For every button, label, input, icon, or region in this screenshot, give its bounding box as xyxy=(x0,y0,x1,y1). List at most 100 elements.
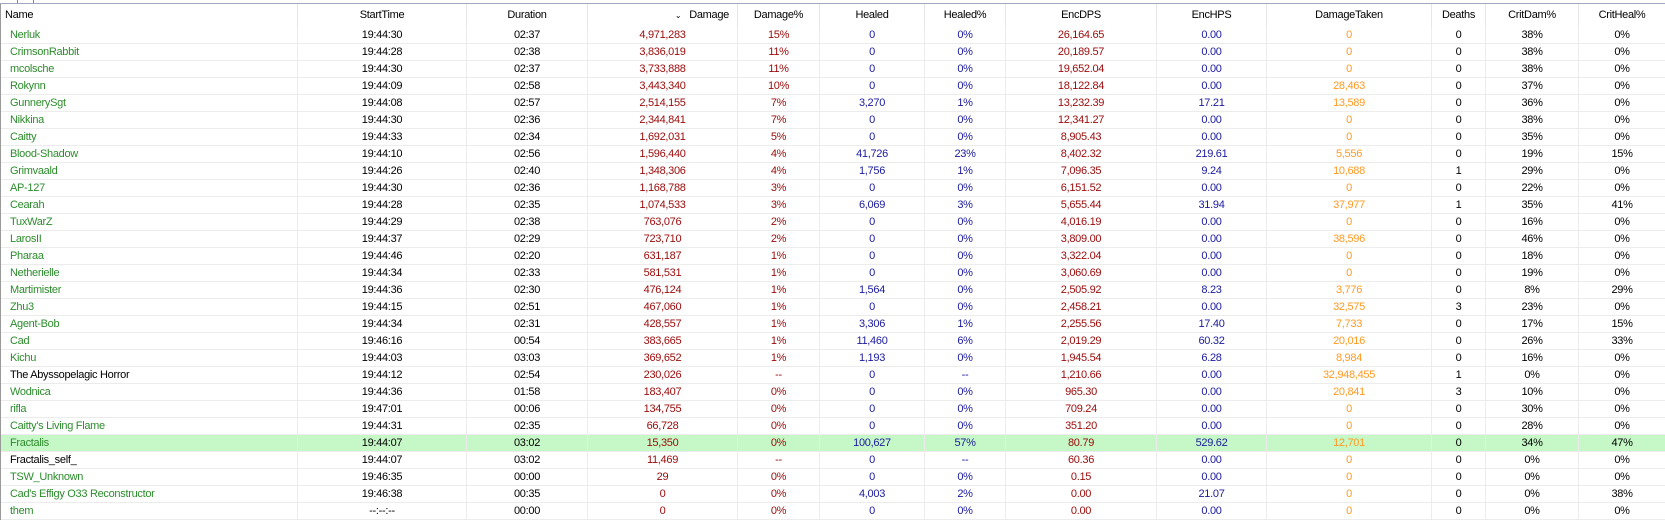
cell-name: CrimsonRabbit xyxy=(1,44,298,60)
column-header-critdam-pct[interactable]: CritDam% xyxy=(1486,4,1579,27)
cell-dt: 0 xyxy=(1267,129,1432,145)
table-row[interactable]: Martimister 19:44:36 02:30 476,124 1% 1,564 0%… xyxy=(1,282,1665,299)
cell-critd: 38% xyxy=(1486,112,1579,128)
cell-encdps: 80.79 xyxy=(1006,435,1157,451)
cell-dmgp: 3% xyxy=(738,180,820,196)
cell-deaths: 0 xyxy=(1432,486,1486,502)
column-header-name[interactable]: Name xyxy=(1,4,298,27)
cell-enchps: 0.00 xyxy=(1157,78,1267,94)
column-header-label: Name xyxy=(5,9,34,21)
table-row[interactable]: Agent-Bob 19:44:34 02:31 428,557 1% 3,306 1% 2,… xyxy=(1,316,1665,333)
table-row[interactable]: GunnerySgt 19:44:08 02:57 2,514,155 7% 3,270 1… xyxy=(1,95,1665,112)
cell-dmg: 476,124 xyxy=(588,282,738,298)
cell-enchps: 6.28 xyxy=(1157,350,1267,366)
cell-dt: 5,556 xyxy=(1267,146,1432,162)
column-header-label: CritDam% xyxy=(1508,9,1556,21)
cell-st: 19:44:09 xyxy=(298,78,467,94)
table-row[interactable]: Fractalis 19:44:07 03:02 15,350 0% 100,627 57%… xyxy=(1,435,1665,452)
cell-crith: 0% xyxy=(1579,418,1665,434)
table-row[interactable]: CrimsonRabbit 19:44:28 02:38 3,836,019 11% 0 0… xyxy=(1,44,1665,61)
cell-crith: 0% xyxy=(1579,452,1665,468)
cell-enchps: 8.23 xyxy=(1157,282,1267,298)
column-header-starttime[interactable]: StartTime xyxy=(298,4,467,27)
table-row[interactable]: The Abyssopelagic Horror 19:44:12 02:54 230… xyxy=(1,367,1665,384)
cell-dur: 02:37 xyxy=(467,61,588,77)
column-header-label: CritHeal% xyxy=(1598,9,1646,21)
cell-critd: 16% xyxy=(1486,350,1579,366)
cell-deaths: 0 xyxy=(1432,78,1486,94)
cell-dur: 00:35 xyxy=(467,486,588,502)
table-row[interactable]: rifla 19:47:01 00:06 134,755 0% 0 0% 709.24 0.00… xyxy=(1,401,1665,418)
cell-dt: 0 xyxy=(1267,44,1432,60)
cell-healp: 0% xyxy=(925,401,1006,417)
cell-crith: 0% xyxy=(1579,95,1665,111)
column-header-damage[interactable]: ⌄ Damage xyxy=(588,4,738,27)
cell-enchps: 0.00 xyxy=(1157,265,1267,281)
table-row[interactable]: Caitty 19:44:33 02:34 1,692,031 5% 0 0% 8,905.4… xyxy=(1,129,1665,146)
cell-dmg: 3,443,340 xyxy=(588,78,738,94)
cell-st: 19:44:36 xyxy=(298,282,467,298)
cell-st: 19:44:31 xyxy=(298,418,467,434)
cell-critd: 0% xyxy=(1486,486,1579,502)
column-header-healed[interactable]: Healed xyxy=(820,4,925,27)
cell-dt: 32,575 xyxy=(1267,299,1432,315)
table-row[interactable]: Blood-Shadow 19:44:10 02:56 1,596,440 4% 41,7… xyxy=(1,146,1665,163)
cell-dmgp: 15% xyxy=(738,27,820,43)
column-header-damage-pct[interactable]: Damage% xyxy=(738,4,820,27)
column-header-duration[interactable]: Duration xyxy=(467,4,588,27)
column-header-deaths[interactable]: Deaths xyxy=(1432,4,1486,27)
cell-heal: 0 xyxy=(820,214,925,230)
cell-dur: 00:00 xyxy=(467,503,588,519)
column-header-critheal-pct[interactable]: CritHeal% xyxy=(1579,4,1665,27)
table-row[interactable]: Netherielle 19:44:34 02:33 581,531 1% 0 0% 3,06… xyxy=(1,265,1665,282)
table-row[interactable]: Zhu3 19:44:15 02:51 467,060 1% 0 0% 2,458.21 0.0… xyxy=(1,299,1665,316)
cell-st: 19:44:34 xyxy=(298,316,467,332)
table-row[interactable]: Rokynn 19:44:09 02:58 3,443,340 10% 0 0% 18,122… xyxy=(1,78,1665,95)
cell-dt: 13,589 xyxy=(1267,95,1432,111)
cell-critd: 0% xyxy=(1486,452,1579,468)
table-row[interactable]: AP-127 19:44:30 02:36 1,168,788 3% 0 0% 6,151.5… xyxy=(1,180,1665,197)
cell-encdps: 18,122.84 xyxy=(1006,78,1157,94)
cell-enchps: 0.00 xyxy=(1157,452,1267,468)
table-row[interactable]: Caitty's Living Flame 19:44:31 02:35 66,728… xyxy=(1,418,1665,435)
table-row[interactable]: mcolsche 19:44:30 02:37 3,733,888 11% 0 0% 19,6… xyxy=(1,61,1665,78)
cell-st: 19:44:07 xyxy=(298,452,467,468)
table-row[interactable]: Fractalis_self_ 19:44:07 03:02 11,469 -- 0 -- 6… xyxy=(1,452,1665,469)
cell-deaths: 0 xyxy=(1432,316,1486,332)
cell-crith: 15% xyxy=(1579,146,1665,162)
table-row[interactable]: Nerluk 19:44:30 02:37 4,971,283 15% 0 0% 26,164… xyxy=(1,27,1665,44)
cell-critd: 37% xyxy=(1486,78,1579,94)
table-row[interactable]: Kichu 19:44:03 03:03 369,652 1% 1,193 0% 1,945.… xyxy=(1,350,1665,367)
cell-encdps: 4,016.19 xyxy=(1006,214,1157,230)
cell-crith: 0% xyxy=(1579,367,1665,383)
cell-name: LarosII xyxy=(1,231,298,247)
cell-st: 19:44:28 xyxy=(298,197,467,213)
column-header-encdps[interactable]: EncDPS xyxy=(1006,4,1157,27)
cell-healp: 0% xyxy=(925,299,1006,315)
cell-dmgp: 1% xyxy=(738,265,820,281)
table-row[interactable]: TuxWarZ 19:44:29 02:38 763,076 2% 0 0% 4,016.19… xyxy=(1,214,1665,231)
cell-enchps: 0.00 xyxy=(1157,180,1267,196)
cell-dmgp: 4% xyxy=(738,146,820,162)
table-row[interactable]: TSW_Unknown 19:46:35 00:00 29 0% 0 0% 0.15 0.00 0… xyxy=(1,469,1665,486)
cell-crith: 41% xyxy=(1579,197,1665,213)
cell-deaths: 1 xyxy=(1432,367,1486,383)
table-row[interactable]: LarosII 19:44:37 02:29 723,710 2% 0 0% 3,809.00… xyxy=(1,231,1665,248)
table-row[interactable]: Grimvaald 19:44:26 02:40 1,348,306 4% 1,756 1%… xyxy=(1,163,1665,180)
cell-crith: 0% xyxy=(1579,214,1665,230)
table-row[interactable]: Cad's Effigy O33 Reconstructor 19:46:38 00… xyxy=(1,486,1665,503)
cell-dmg: 1,692,031 xyxy=(588,129,738,145)
table-row[interactable]: Cad 19:46:16 00:54 383,665 1% 11,460 6% 2,019.2… xyxy=(1,333,1665,350)
table-row[interactable]: Wodnica 19:44:36 01:58 183,407 0% 0 0% 965.30 0.… xyxy=(1,384,1665,401)
combatants-table: Name StartTime Duration ⌄ Damage Damage% Heale… xyxy=(0,4,1665,520)
table-row[interactable]: Pharaa 19:44:46 02:20 631,187 1% 0 0% 3,322.04 0… xyxy=(1,248,1665,265)
column-header-healed-pct[interactable]: Healed% xyxy=(925,4,1006,27)
cell-healp: 0% xyxy=(925,418,1006,434)
table-row[interactable]: Cearah 19:44:28 02:35 1,074,533 3% 6,069 3% 5,6… xyxy=(1,197,1665,214)
table-row[interactable]: Nikkina 19:44:30 02:36 2,344,841 7% 0 0% 12,341… xyxy=(1,112,1665,129)
cell-dmg: 3,733,888 xyxy=(588,61,738,77)
cell-heal: 41,726 xyxy=(820,146,925,162)
table-row[interactable]: them --:--:-- 00:00 0 0% 0 0% 0.00 0.00 0 0 0% 0% xyxy=(1,503,1665,520)
column-header-damagetaken[interactable]: DamageTaken xyxy=(1267,4,1432,27)
column-header-enchps[interactable]: EncHPS xyxy=(1157,4,1267,27)
